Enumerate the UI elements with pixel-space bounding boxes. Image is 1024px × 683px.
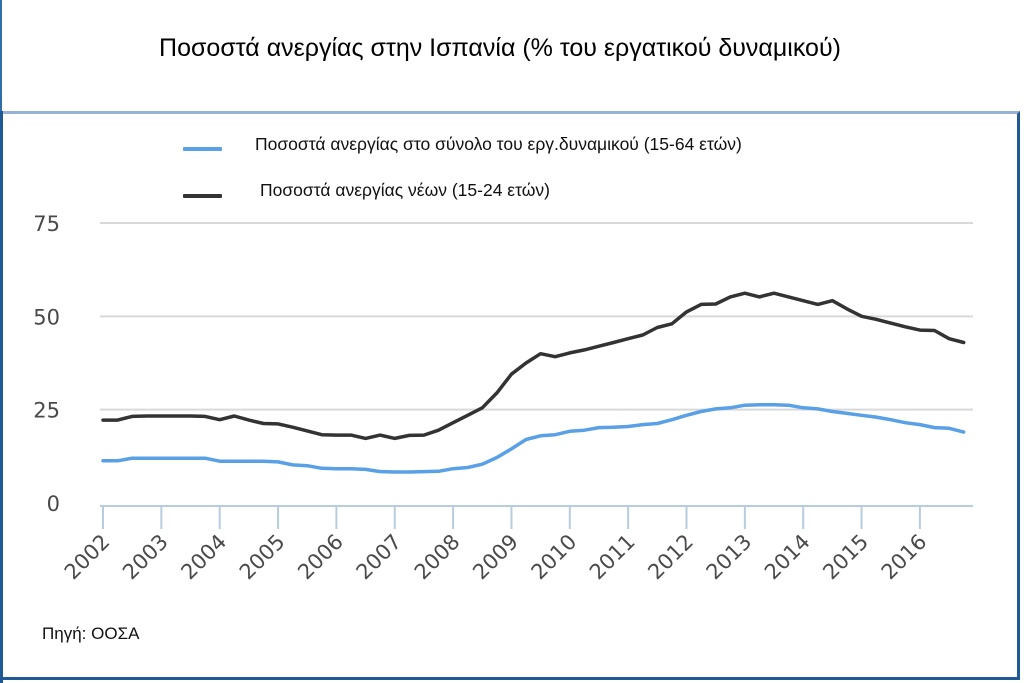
y-axis: 0 25 50 75 <box>33 212 60 516</box>
chart-panel <box>0 111 1020 680</box>
x-tick-label: 2008 <box>410 530 465 585</box>
legend-label-total: Ποσοστά ανεργίας στο σύνολο του εργ.δυνα… <box>255 134 742 154</box>
x-tick-label: 2013 <box>702 530 757 585</box>
plot-series <box>101 291 966 474</box>
x-tick-label: 2005 <box>235 530 290 585</box>
legend-swatch-total <box>183 147 222 151</box>
legend-swatch-youth <box>183 194 222 198</box>
x-tick-label: 2012 <box>643 530 698 585</box>
series-line-total <box>101 403 966 474</box>
x-tick-label: 2014 <box>760 530 815 585</box>
x-tick-label: 2006 <box>293 530 348 585</box>
x-tick-label: 2010 <box>527 530 582 585</box>
x-tick-label: 2002 <box>60 530 115 585</box>
series-line-youth <box>101 291 966 441</box>
chart-panel-left-border <box>0 111 3 683</box>
y-tick-label: 25 <box>33 399 60 423</box>
x-tick-label: 2011 <box>585 530 640 585</box>
y-tick-label: 0 <box>47 492 60 516</box>
x-tick-label: 2009 <box>468 530 523 585</box>
x-tick-label: 2004 <box>176 530 231 585</box>
gridlines <box>100 222 973 411</box>
y-tick-label: 50 <box>33 305 60 329</box>
y-tick-label: 75 <box>33 212 60 236</box>
x-tick-label: 2003 <box>118 530 173 585</box>
x-tick-label: 2016 <box>877 530 932 585</box>
x-tick-label: 2015 <box>818 530 873 585</box>
chart-title: Ποσοστά ανεργίας στην Ισπανία (% του εργ… <box>159 34 841 62</box>
x-axis: 2002 2003 2004 2005 2006 2007 2008 2009 2010 2011… <box>60 505 973 585</box>
x-tick-label: 2007 <box>352 530 407 585</box>
source-note: Πηγή: ΟΟΣΑ <box>42 624 140 643</box>
legend-label-youth: Ποσοστά ανεργίας νέων (15-24 ετών) <box>260 180 551 200</box>
